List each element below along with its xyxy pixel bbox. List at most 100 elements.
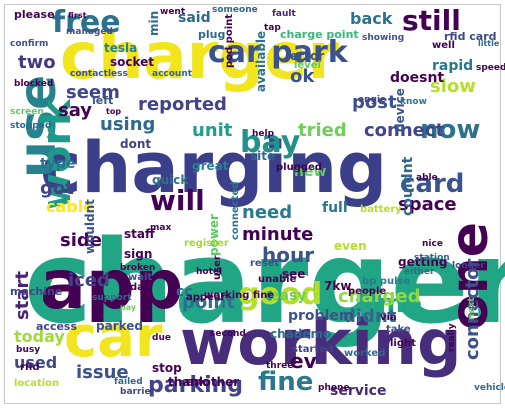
cloud-word-rfid: rfid (20, 362, 40, 373)
cloud-word-charger: charger (24, 216, 505, 350)
cloud-word-left: left (92, 94, 113, 107)
cloud-word-socket: socket (110, 55, 154, 69)
cloud-word-full: full (322, 200, 348, 216)
cloud-word-light: light (390, 338, 416, 349)
cloud-word-fault: fault (272, 9, 296, 19)
cloud-word-rfid-card: rfid card (444, 30, 497, 43)
cloud-word-connector: connector (462, 258, 483, 360)
cloud-word-longer: longer (452, 261, 485, 271)
cloud-word-charger: charger (60, 20, 339, 94)
cloud-word-tried: tried (298, 120, 347, 141)
cloud-word-wait: wait (128, 272, 152, 283)
cloud-word-know: know (400, 97, 427, 107)
cloud-word-vehicle: vehicle (474, 383, 505, 393)
cloud-word-dont: dont (120, 137, 151, 151)
cloud-word-broken: broken (120, 263, 155, 273)
cloud-word-three: three (266, 361, 293, 371)
cloud-word-access: access (36, 320, 77, 333)
cloud-word-card: card (400, 169, 464, 199)
cloud-word-getting: getting (398, 255, 447, 269)
cloud-word-quick: quick (152, 173, 189, 187)
cloud-word-well: well (432, 40, 455, 51)
cloud-word-bp-pulse: bp pulse (362, 276, 410, 287)
cloud-word-car-park: car park (208, 35, 349, 70)
cloud-word-cc: cc (176, 284, 193, 300)
cloud-word-error: error (290, 49, 324, 63)
cloud-word-side: side (60, 230, 102, 251)
cloud-word-working-fine: working fine (204, 290, 274, 301)
cloud-word-using: using (100, 114, 155, 135)
cloud-word-staff: staff (124, 227, 155, 241)
cloud-word-day: day (130, 282, 151, 293)
cloud-word-rapid: rapid (432, 58, 473, 74)
cloud-word-screen: screen (10, 107, 44, 117)
cloud-word-confirm: confirm (10, 39, 48, 49)
cloud-word-point: point (182, 292, 235, 313)
cloud-word-tap: tap (264, 23, 281, 33)
cloud-word-seem: seem (66, 82, 120, 103)
cloud-word-top: top (106, 107, 121, 116)
cloud-word-got: got (40, 178, 74, 199)
cloud-word-reported: reported (138, 94, 227, 115)
cloud-word-post: post (352, 92, 397, 113)
cloud-word-one: one (440, 222, 500, 330)
cloud-word-good: good (238, 277, 322, 312)
cloud-word-take: take (386, 324, 411, 335)
cloud-word-help: help (252, 129, 275, 139)
cloud-word-busy: busy (16, 345, 40, 355)
cloud-word-wouldnt: wouldnt (83, 199, 97, 254)
cloud-word-someone: someone (212, 5, 258, 15)
cloud-word-pay: pay (120, 303, 137, 312)
cloud-word-battery: battery (360, 204, 402, 215)
cloud-word-work: work (34, 98, 80, 210)
cloud-word-problem: problem (288, 308, 353, 324)
cloud-word-doesnt: doesnt (390, 70, 444, 86)
cloud-word-minute: minute (242, 224, 313, 245)
cloud-word-app: app (40, 246, 183, 325)
cloud-word-first: first (68, 11, 87, 20)
cloud-word-able: able (416, 173, 438, 183)
cloud-word-stop: stop (152, 361, 182, 375)
cloud-word-people: people (348, 286, 386, 297)
cloud-word-even: even (334, 239, 367, 253)
cloud-word-chademo: chademo (270, 327, 331, 341)
cloud-word-next: next (467, 297, 477, 320)
cloud-word-fine: fine (258, 367, 313, 397)
cloud-word-new: new (294, 164, 326, 180)
cloud-word-said: said (178, 10, 211, 26)
cloud-word-service: service (330, 383, 386, 399)
cloud-word-showing: showing (362, 33, 404, 43)
cloud-word-level: level (294, 60, 321, 71)
cloud-word-blocked: blocked (14, 79, 53, 89)
cloud-word-two: two (18, 52, 56, 73)
cloud-word-station: station (414, 253, 450, 263)
cloud-word-please: please (14, 8, 55, 21)
cloud-word-couldnt: couldnt (400, 156, 416, 216)
cloud-word-unable: unable (258, 274, 297, 285)
cloud-word-stopped: stopped (10, 121, 51, 131)
cloud-word-min: min (147, 11, 161, 36)
cloud-word-second: second (210, 329, 246, 339)
cloud-word-start: start (12, 271, 33, 320)
cloud-word-little: little (478, 39, 500, 48)
cloud-word-ok: ok (290, 66, 315, 87)
cloud-word-sign: sign (124, 247, 152, 261)
cloud-word-used: used (14, 353, 57, 372)
cloud-word-issue: issue (76, 362, 129, 383)
cloud-word-via: via (380, 312, 397, 323)
cloud-word-easy: easy (270, 288, 306, 304)
cloud-word-either: either (404, 267, 435, 277)
cloud-word-barrier: barrier (120, 387, 156, 397)
cloud-word-plugged: plugged (276, 162, 322, 173)
cloud-word-connected: connected (230, 182, 241, 240)
cloud-word-type: type (40, 156, 75, 172)
cloud-word-iced: iced (68, 270, 110, 291)
cloud-word-parking: parking (148, 373, 243, 398)
cloud-word-7kw: 7kw (324, 279, 351, 293)
cloud-word-reset: reset (250, 258, 279, 269)
cloud-border (4, 4, 501, 404)
cloud-word-really: really (447, 323, 457, 352)
cloud-word-another: another (186, 375, 239, 389)
cloud-word-space: space (398, 194, 457, 215)
cloud-word-support: support (92, 293, 132, 303)
